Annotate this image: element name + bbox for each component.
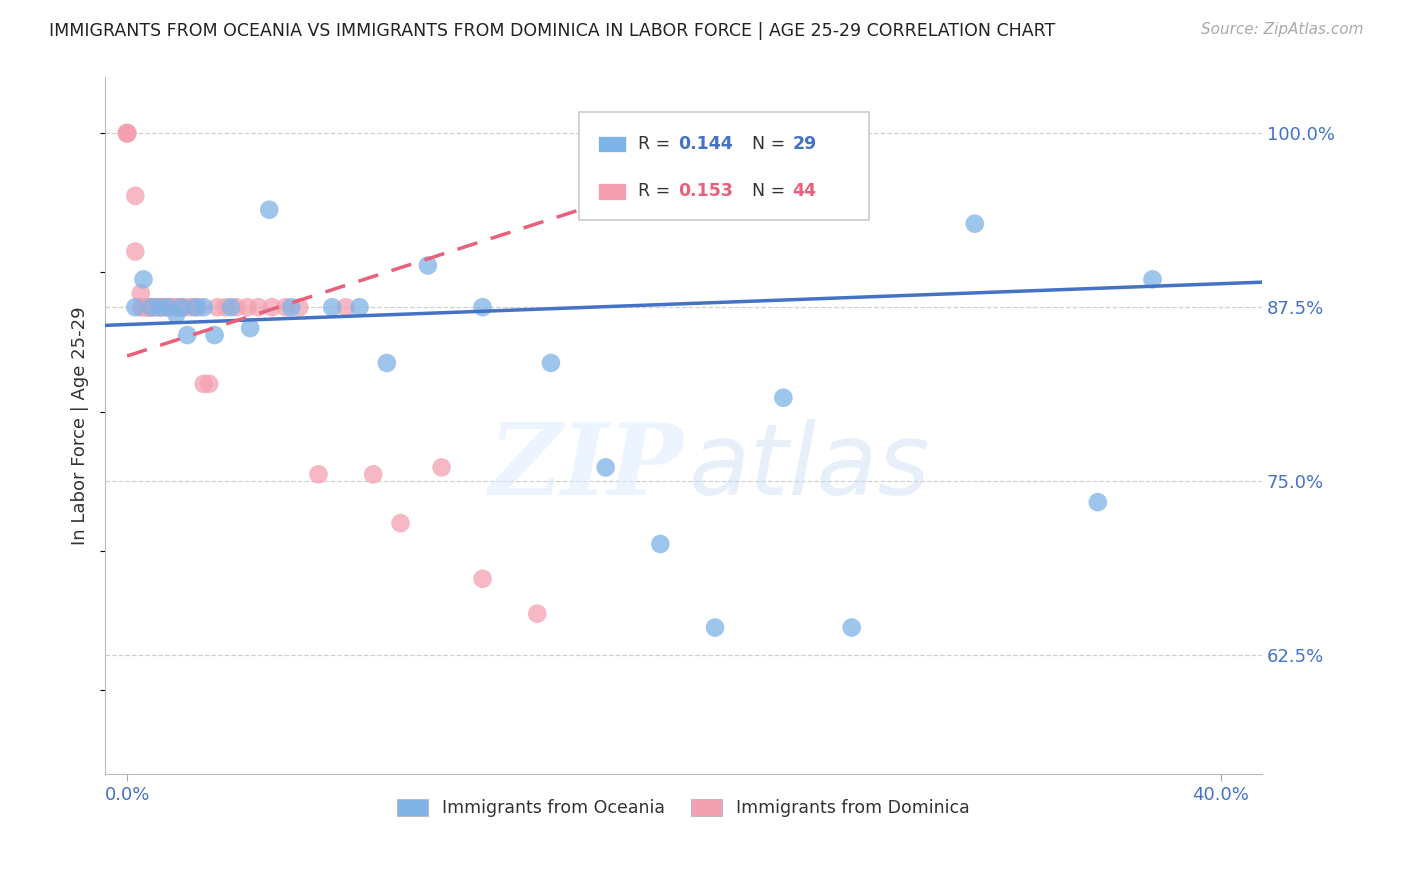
Point	[595, 460, 617, 475]
Point	[124, 300, 146, 314]
Point	[540, 356, 562, 370]
Point	[207, 300, 229, 314]
Text: R =: R =	[638, 183, 676, 201]
Point	[193, 376, 215, 391]
Point	[650, 537, 672, 551]
Point	[129, 286, 152, 301]
Point	[193, 300, 215, 314]
Point	[135, 300, 157, 314]
Point	[167, 300, 190, 314]
Point	[115, 126, 138, 140]
Point	[471, 572, 494, 586]
Point	[157, 300, 180, 314]
Point	[247, 300, 270, 314]
Text: Source: ZipAtlas.com: Source: ZipAtlas.com	[1201, 22, 1364, 37]
Point	[138, 300, 160, 314]
Text: 44: 44	[793, 183, 817, 201]
Point	[288, 300, 311, 314]
Point	[274, 300, 297, 314]
Text: ZIP: ZIP	[488, 419, 683, 516]
Point	[176, 328, 198, 343]
Point	[115, 126, 138, 140]
Text: 29: 29	[793, 135, 817, 153]
Point	[225, 300, 247, 314]
Legend: Immigrants from Oceania, Immigrants from Dominica: Immigrants from Oceania, Immigrants from…	[389, 791, 977, 824]
Point	[772, 391, 794, 405]
Text: 0.144: 0.144	[678, 135, 733, 153]
Point	[321, 300, 343, 314]
Point	[349, 300, 371, 314]
Point	[280, 300, 302, 314]
Point	[963, 217, 986, 231]
Point	[138, 300, 160, 314]
Point	[141, 300, 163, 314]
Point	[375, 356, 398, 370]
Text: 0.153: 0.153	[678, 183, 733, 201]
FancyBboxPatch shape	[579, 112, 869, 220]
Point	[149, 300, 172, 314]
Point	[1142, 272, 1164, 286]
Point	[149, 300, 172, 314]
Point	[141, 300, 163, 314]
Point	[160, 300, 183, 314]
Point	[181, 300, 204, 314]
Point	[146, 300, 169, 314]
Point	[471, 300, 494, 314]
Point	[157, 300, 180, 314]
Point	[115, 126, 138, 140]
Point	[389, 516, 412, 530]
Point	[198, 376, 221, 391]
Point	[124, 244, 146, 259]
Point	[214, 300, 236, 314]
Point	[132, 272, 155, 286]
Point	[184, 300, 207, 314]
Text: atlas: atlas	[689, 419, 931, 516]
Point	[841, 621, 863, 635]
Point	[129, 300, 152, 314]
Point	[308, 467, 330, 482]
Point	[155, 300, 177, 314]
Point	[704, 621, 727, 635]
Point	[124, 189, 146, 203]
Point	[115, 126, 138, 140]
Point	[170, 300, 193, 314]
Point	[416, 259, 439, 273]
Point	[143, 300, 166, 314]
Point	[165, 300, 187, 314]
Point	[132, 300, 155, 314]
Point	[259, 202, 281, 217]
Point	[152, 300, 174, 314]
Point	[170, 300, 193, 314]
Text: R =: R =	[638, 135, 676, 153]
Point	[176, 300, 198, 314]
FancyBboxPatch shape	[598, 136, 626, 153]
Point	[361, 467, 384, 482]
Point	[162, 300, 184, 314]
Point	[204, 328, 226, 343]
Point	[526, 607, 548, 621]
Point	[430, 460, 453, 475]
FancyBboxPatch shape	[598, 183, 626, 200]
Point	[165, 307, 187, 321]
Point	[219, 300, 242, 314]
Point	[236, 300, 259, 314]
Text: N =: N =	[752, 135, 790, 153]
Text: IMMIGRANTS FROM OCEANIA VS IMMIGRANTS FROM DOMINICA IN LABOR FORCE | AGE 25-29 C: IMMIGRANTS FROM OCEANIA VS IMMIGRANTS FR…	[49, 22, 1056, 40]
Point	[187, 300, 209, 314]
Point	[239, 321, 262, 335]
Text: N =: N =	[752, 183, 790, 201]
Point	[335, 300, 357, 314]
Point	[260, 300, 283, 314]
Y-axis label: In Labor Force | Age 25-29: In Labor Force | Age 25-29	[72, 306, 89, 545]
Point	[1087, 495, 1109, 509]
